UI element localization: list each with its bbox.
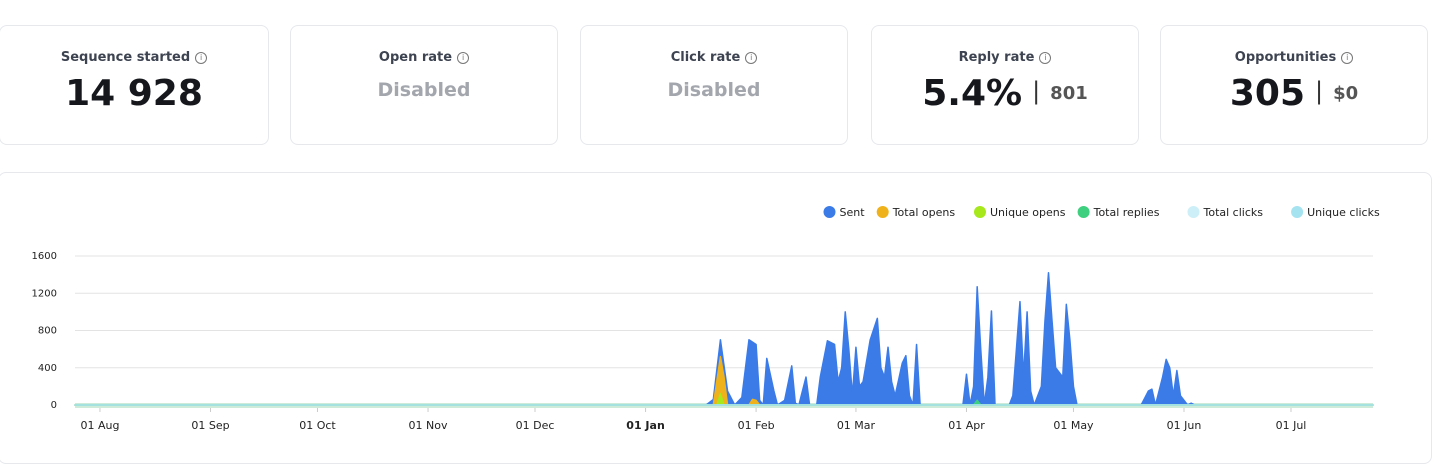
x-tick-label: 01 Jul [1276, 419, 1307, 432]
card-title: Sequence started i [0, 50, 268, 65]
legend-swatch [974, 206, 986, 218]
y-tick-label: 1200 [32, 288, 57, 299]
card-title-text: Opportunities [1234, 50, 1337, 65]
info-icon: i [195, 52, 208, 64]
card-value: 305 | $0 [1161, 73, 1427, 114]
x-tick-label: 01 Mar [837, 419, 876, 432]
x-tick-label: 01 May [1053, 419, 1094, 432]
y-tick-label: 0 [51, 400, 57, 411]
legend-swatch [823, 206, 836, 218]
kpi-card: Opportunities i 305 | $0 [1160, 25, 1428, 145]
x-tick-label: 01 Feb [738, 419, 775, 432]
card-title-text: Reply rate [958, 50, 1035, 65]
card-value-text: 14 928 [65, 73, 203, 114]
x-tick-label: 01 Apr [948, 419, 985, 432]
card-secondary: 801 [1050, 83, 1088, 104]
legend-label: Sent [840, 206, 866, 219]
card-secondary: $0 [1333, 83, 1359, 104]
separator: | [1032, 77, 1041, 105]
kpi-card: Sequence started i 14 928 [0, 25, 269, 145]
card-value: 14 928 [0, 73, 268, 114]
info-icon: i [1039, 52, 1052, 64]
x-tick-label: 01 Jun [1167, 419, 1202, 432]
separator: | [1315, 77, 1324, 105]
card-value: Disabled [581, 79, 847, 101]
x-tick-label: 01 Oct [299, 419, 336, 432]
info-icon: i [1341, 52, 1354, 64]
card-value: 5.4% | 801 [872, 73, 1138, 114]
info-icon: i [457, 52, 470, 64]
card-value-text: Disabled [377, 79, 471, 101]
legend-label: Unique clicks [1307, 206, 1380, 219]
legend-swatch [876, 206, 889, 218]
legend-label: Unique opens [990, 206, 1066, 219]
card-title-text: Open rate [378, 50, 453, 65]
x-tick-label: 01 Jan [626, 419, 664, 432]
y-tick-label: 400 [38, 363, 57, 374]
legend-swatch [1291, 206, 1304, 218]
x-tick-label: 01 Sep [191, 419, 229, 432]
x-tick-label: 01 Nov [409, 419, 448, 432]
card-value-text: 5.4% [922, 73, 1023, 114]
card-title-text: Sequence started [60, 50, 191, 65]
page: Sequence started i 14 928 Open rate i Disable… [0, 25, 1432, 464]
card-title-text: Click rate [670, 50, 741, 65]
legend-swatch [1077, 206, 1090, 218]
legend-label: Total replies [1093, 206, 1160, 219]
y-tick-label: 800 [38, 326, 57, 337]
x-tick-label: 01 Aug [80, 419, 119, 432]
card-title: Opportunities i [1161, 50, 1427, 65]
card-title: Click rate i [581, 50, 847, 65]
kpi-card: Click rate i Disabled [580, 25, 848, 145]
card-value-text: Disabled [667, 79, 761, 101]
chart: 0 400 800 1200 1600 01 Aug 01 Sep 01 Oct 01 Nov 0… [32, 206, 1380, 432]
legend-swatch [1187, 206, 1200, 218]
card-title: Open rate i [291, 50, 557, 65]
card-title: Reply rate i [872, 50, 1138, 65]
kpi-card: Open rate i Disabled [290, 25, 558, 145]
card-value: Disabled [291, 79, 557, 101]
info-icon: i [745, 52, 758, 64]
kpi-card: Reply rate i 5.4% | 801 [871, 25, 1139, 145]
legend-label: Total clicks [1203, 206, 1264, 219]
card-value-text: 305 [1229, 73, 1305, 114]
x-tick-label: 01 Dec [516, 419, 555, 432]
legend-label: Total opens [892, 206, 956, 219]
y-tick-label: 1600 [32, 251, 57, 262]
